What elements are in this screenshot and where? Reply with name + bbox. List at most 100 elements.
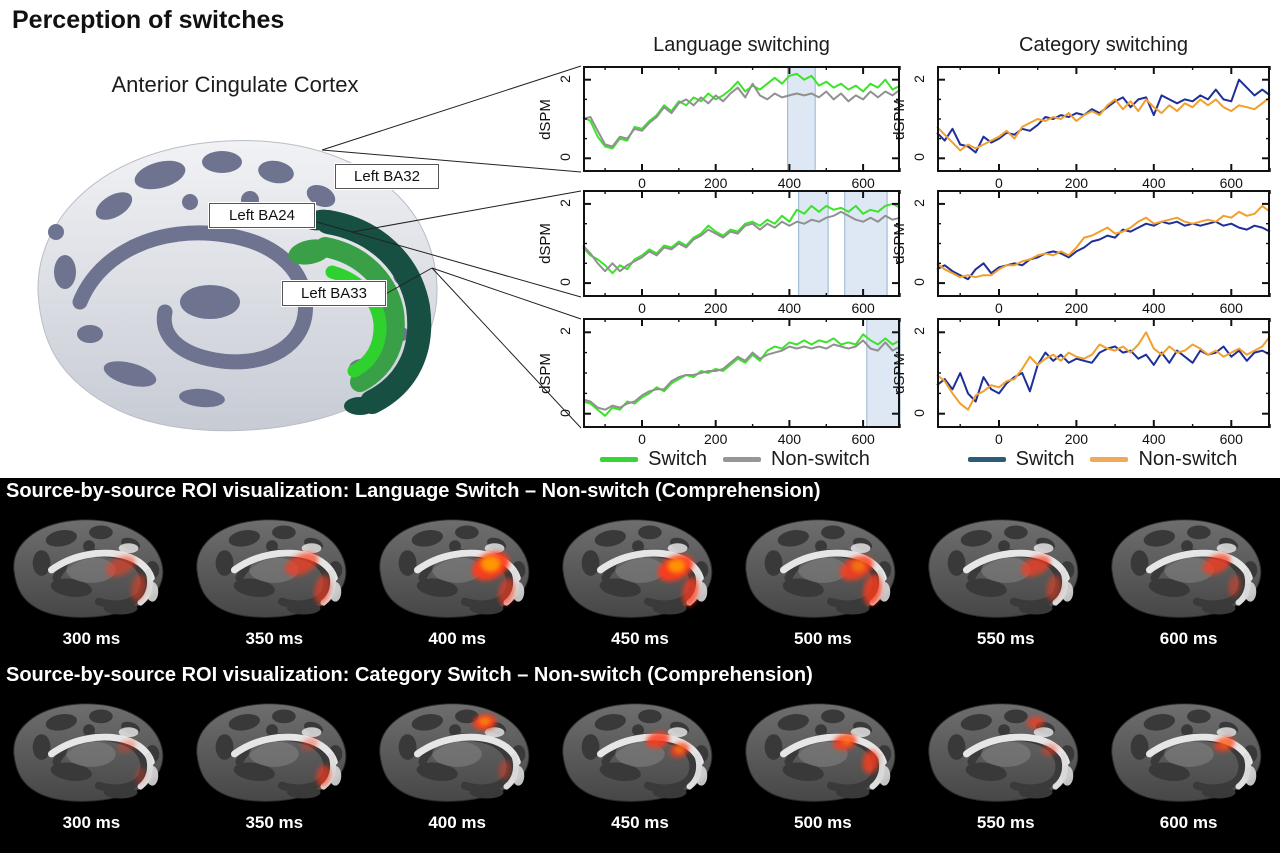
series-switch [582, 202, 901, 275]
time-label: 550 ms [976, 813, 1035, 832]
significance-region [787, 66, 816, 172]
activation-blob [1020, 555, 1051, 577]
source-visualization-panel: Source-by-source ROI visualization: Lang… [0, 478, 1280, 853]
activation-blob [851, 560, 866, 572]
legend-language: Switch Non-switch [570, 444, 900, 474]
brain-frame-row [0, 689, 1280, 813]
time-label: 550 ms [976, 629, 1035, 648]
brain-activation-map [1110, 519, 1261, 618]
y-axis-label: dSPM [535, 318, 555, 428]
chart-category-left-ba32: 0 200 400 600 0 2 dSPM [891, 66, 1271, 191]
brain-frame [1097, 689, 1280, 813]
legend-item: Non-switch [1090, 448, 1237, 471]
y-tick-label: 0 [910, 408, 927, 417]
legend-label: Non-switch [1138, 447, 1238, 470]
time-label: 600 ms [1159, 813, 1218, 832]
y-tick-label: 0 [556, 408, 573, 417]
y-axis-label-text: dSPM [536, 98, 554, 140]
brain-frame [914, 689, 1097, 813]
column-title-category: Category switching [1019, 34, 1188, 56]
series-non-switch [582, 82, 901, 148]
x-tick-label: 400 [1142, 300, 1166, 316]
x-tick-label: 600 [851, 300, 875, 316]
legend-swatch [722, 456, 761, 462]
brain-frame [366, 505, 549, 629]
activation-blob [862, 750, 879, 774]
time-label: 600 ms [1159, 629, 1218, 648]
y-tick-label: 2 [910, 74, 927, 83]
y-axis-label-text: dSPM [536, 223, 554, 264]
legend-item: Switch [600, 448, 707, 471]
y-tick-label: 0 [556, 153, 573, 162]
y-tick-label: 0 [910, 278, 927, 287]
brain-activation-map [379, 519, 530, 618]
activation-blob [285, 552, 319, 576]
activation-blob [863, 574, 882, 606]
y-tick-label: 0 [910, 153, 927, 162]
roi-label-ba24: Left BA24 [209, 203, 315, 228]
series-switch [936, 345, 1271, 403]
roi-label-ba33: Left BA33 [282, 281, 386, 306]
brain-frame [0, 689, 183, 813]
activation-blob [667, 559, 686, 573]
time-label: 350 ms [245, 813, 304, 832]
activation-blob [135, 766, 146, 785]
y-tick-label: 2 [556, 74, 573, 83]
x-tick-label: 400 [1142, 431, 1166, 447]
y-axis-label-text: dSPM [890, 352, 908, 394]
x-tick-label: 200 [704, 300, 728, 316]
time-label: 450 ms [611, 629, 669, 648]
brain-activation-map [13, 519, 164, 618]
page-title: Perception of switches [12, 6, 285, 34]
plot-area [582, 318, 901, 428]
y-axis-label: dSPM [535, 66, 555, 172]
y-axis-label: dSPM [889, 190, 909, 297]
x-tick-label: 0 [638, 300, 646, 316]
time-label: 500 ms [794, 813, 852, 832]
activation-blob [316, 764, 331, 787]
x-tick-label: 200 [1064, 175, 1089, 191]
plot-area [936, 318, 1271, 428]
legend-swatch [1090, 456, 1129, 462]
time-label: 450 ms [611, 813, 669, 832]
activation-blob [131, 574, 147, 602]
x-tick-label: 600 [1219, 431, 1243, 447]
brain-frame [549, 505, 732, 629]
brain-frame [183, 689, 366, 813]
brain-panel-title: Anterior Cingulate Cortex [111, 72, 359, 97]
series-non-switch [582, 210, 901, 273]
legend-item: Non-switch [722, 448, 870, 471]
brain-frame [731, 689, 914, 813]
activation-blob [1046, 575, 1061, 601]
x-tick-label: 200 [1064, 300, 1089, 316]
x-tick-label: 200 [1064, 431, 1089, 447]
brain-frame-row [0, 505, 1280, 629]
brain-activation-map [745, 703, 896, 802]
time-label: 300 ms [62, 813, 121, 832]
plot-area [936, 190, 1271, 297]
significance-region [866, 318, 901, 428]
x-tick-label: 0 [995, 431, 1003, 447]
brain-frame [366, 689, 549, 813]
series-switch [582, 333, 901, 417]
roi-visualization-title-language: Source-by-source ROI visualization: Lang… [6, 480, 821, 502]
x-tick-label: 200 [704, 175, 728, 191]
plot-area [936, 66, 1271, 172]
activation-blob [314, 575, 331, 605]
x-tick-label: 600 [1219, 175, 1243, 191]
brain-activation-map [379, 703, 530, 802]
y-tick-label: 0 [556, 278, 573, 287]
time-label: 300 ms [62, 629, 121, 648]
brain-activation-map [562, 703, 713, 802]
brain-activation-map [928, 703, 1078, 802]
time-label-row: 300 ms 350 ms 400 ms 450 ms 500 ms 550 ms 600 … [0, 813, 1280, 840]
brain-frame [0, 505, 183, 629]
brain-frame [1097, 505, 1280, 629]
chart-language-left-ba33: 0 200 400 600 0 2 dSPM [537, 318, 901, 447]
x-tick-label: 600 [1219, 300, 1243, 316]
column-title-language: Language switching [653, 34, 830, 56]
activation-blob [674, 745, 685, 753]
roi-label-ba32: Left BA32 [335, 164, 439, 189]
time-label: 350 ms [245, 629, 304, 648]
